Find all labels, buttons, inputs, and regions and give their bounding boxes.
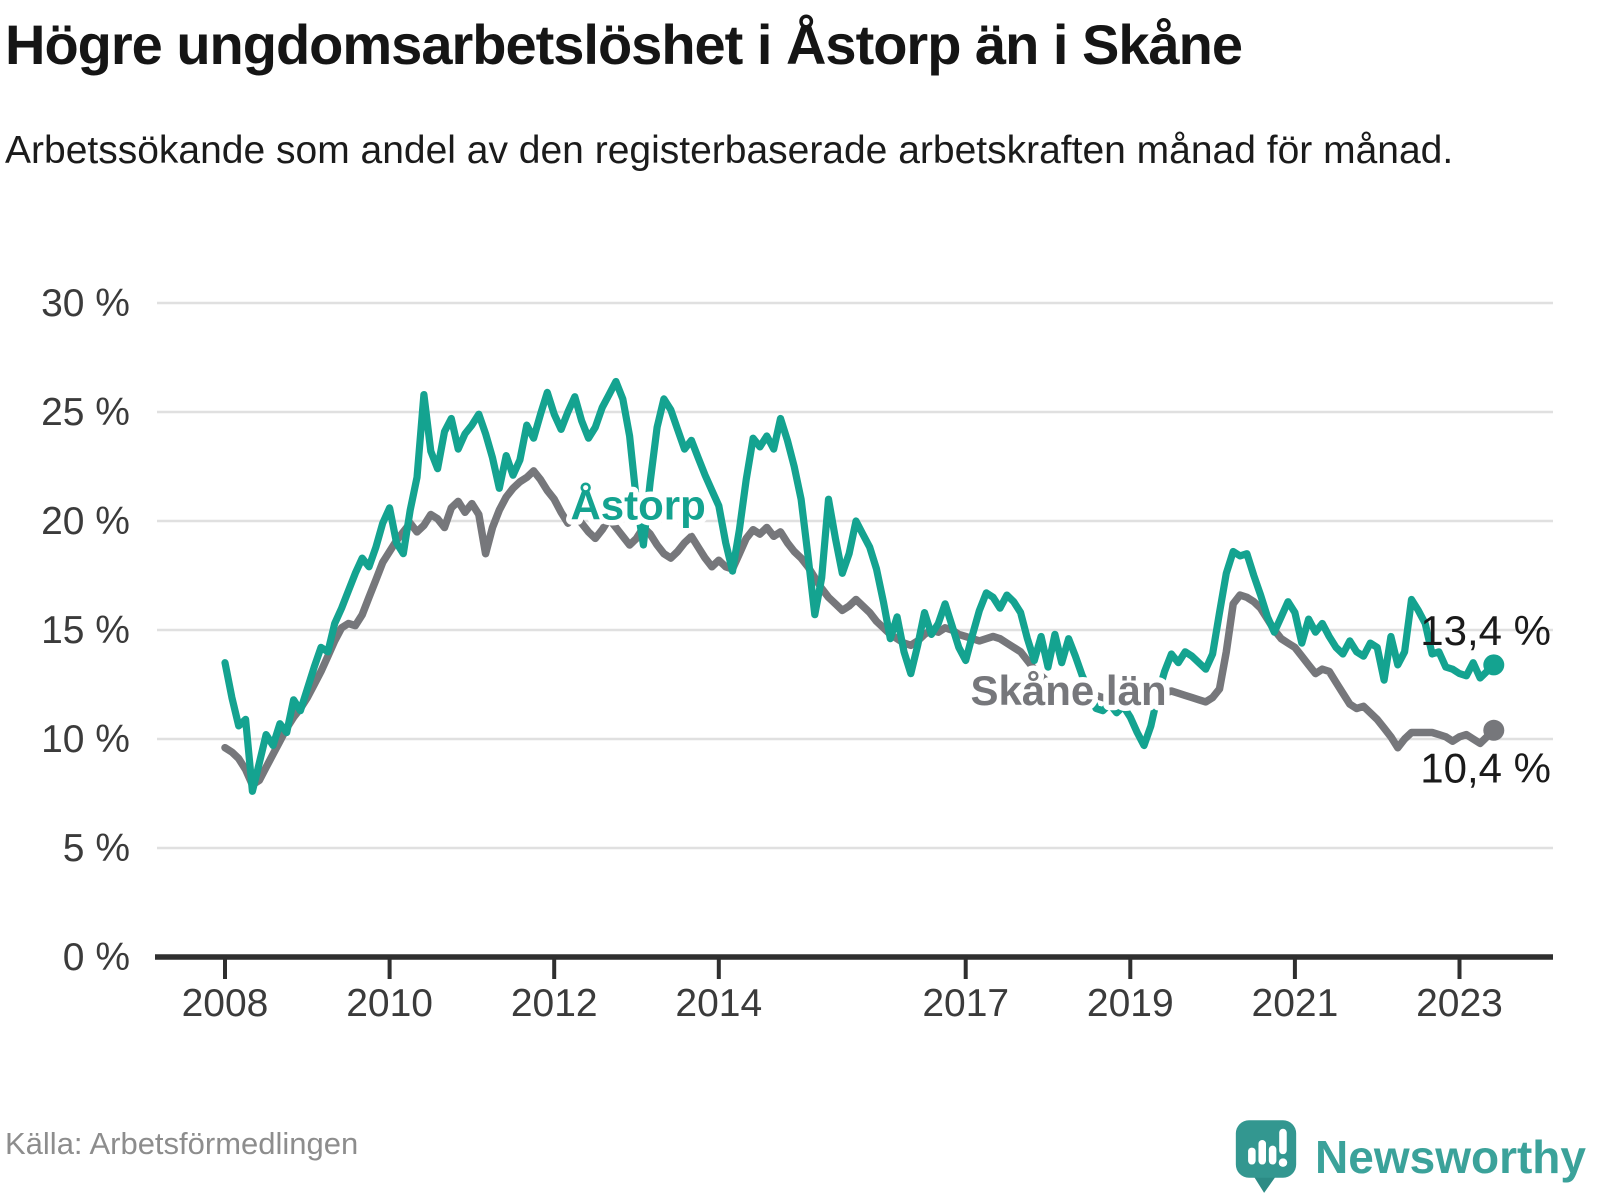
x-tick-label: 2017: [922, 982, 1009, 1025]
end-dot-Skåne län: [1483, 719, 1505, 741]
newsworthy-brand: Newsworthy: [1233, 1118, 1586, 1196]
x-tick-label: 2014: [675, 982, 762, 1025]
y-tick-label: 20 %: [41, 500, 130, 543]
chart-subtitle: Arbetssökande som andel av den registerb…: [5, 129, 1454, 172]
end-value-label-Åstorp: 13,4 %: [1420, 607, 1551, 654]
series-label-Skåne län: Skåne län: [971, 667, 1167, 714]
end-dot-Åstorp: [1483, 654, 1505, 676]
y-tick-label: 15 %: [41, 609, 130, 652]
source-note: Källa: Arbetsförmedlingen: [5, 1126, 359, 1161]
x-tick-label: 2010: [346, 982, 433, 1025]
x-tick-label: 2012: [511, 982, 598, 1025]
series-label-Åstorp: Åstorp: [570, 482, 705, 529]
y-tick-label: 10 %: [41, 718, 130, 761]
y-tick-label: 30 %: [41, 282, 130, 325]
end-value-label-Skåne län: 10,4 %: [1420, 744, 1551, 791]
y-tick-label: 0 %: [63, 936, 130, 979]
y-tick-label: 25 %: [41, 391, 130, 434]
x-tick-label: 2021: [1252, 982, 1339, 1025]
x-tick-label: 2023: [1416, 982, 1503, 1025]
x-tick-label: 2019: [1087, 982, 1174, 1025]
x-tick-label: 2008: [182, 982, 269, 1025]
newsworthy-wordmark: Newsworthy: [1315, 1131, 1586, 1183]
newsworthy-logo-icon: [1235, 1120, 1297, 1193]
page-title: Högre ungdomsarbetslöshet i Åstorp än i …: [5, 13, 1243, 76]
series-line-Skåne län: [221, 467, 1498, 789]
y-tick-label: 5 %: [63, 827, 130, 870]
series-line-Åstorp: [221, 377, 1498, 795]
